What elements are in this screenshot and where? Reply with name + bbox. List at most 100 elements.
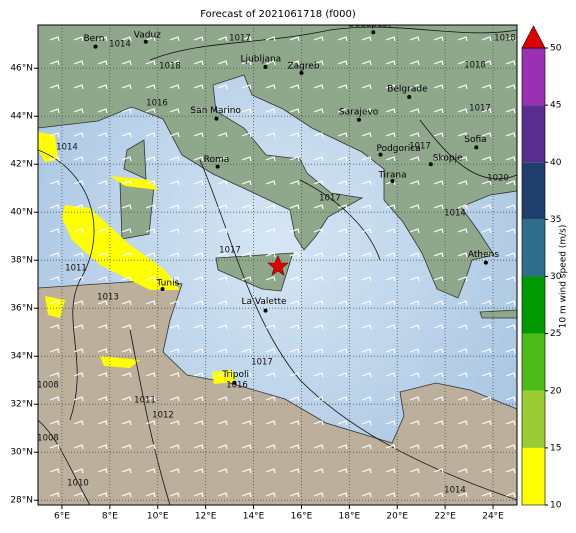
wind-barb [433, 276, 444, 282]
wind-barb [289, 276, 300, 282]
wind-barb [289, 180, 300, 186]
wind-barb [97, 60, 108, 66]
colorbar-tick-label: 15 [550, 443, 561, 453]
x-tick-label: 8°E [102, 512, 118, 522]
wind-barb [193, 420, 204, 426]
wind-barb [313, 36, 324, 42]
colorbar-label: 10 m wind speed (m/s) [559, 225, 569, 329]
wind-barb [457, 276, 468, 282]
city-label: Bern [83, 34, 104, 44]
wind-barb [217, 156, 228, 162]
wind-barb [73, 132, 84, 138]
wind-barb [193, 348, 204, 354]
isobars [38, 26, 517, 505]
wind-barb [193, 372, 204, 378]
isobar-labels: 1017 1014 1018 1016 1014 1011 1013 1017 1017 1017… [37, 34, 516, 496]
wind-barb [457, 492, 468, 498]
wind-barb [97, 228, 108, 234]
colorbar-segment [522, 105, 545, 163]
wind-barb [409, 420, 420, 426]
colorbar-segment [522, 333, 545, 391]
wind-barb [289, 60, 300, 66]
wind-barb [121, 180, 132, 186]
wind-barb [313, 156, 324, 162]
wind-barb [505, 396, 516, 402]
wind-barb [433, 228, 444, 234]
city-dot [263, 308, 268, 313]
city-dot [390, 179, 395, 183]
wind-barb [121, 468, 132, 474]
wind-barb [73, 300, 84, 306]
x-tick-label: 20°E [386, 512, 408, 522]
wind-barb [97, 372, 108, 378]
wind-barb [241, 324, 252, 330]
wind-barb [265, 36, 276, 42]
wind-barb [481, 492, 492, 498]
wind-barb [169, 252, 180, 258]
wind-barb [409, 396, 420, 402]
wind-barb [409, 60, 420, 66]
wind-barb [97, 252, 108, 258]
wind-barb [409, 108, 420, 114]
wind-barb [49, 420, 60, 426]
wind-barb [169, 204, 180, 210]
wind-barb [481, 300, 492, 306]
wind-barb [385, 204, 396, 210]
wind-barb [409, 132, 420, 138]
wind-barb [313, 84, 324, 90]
wind-barb [49, 492, 60, 498]
wind-barb [337, 156, 348, 162]
wind-barb [361, 156, 372, 162]
wind-barb [169, 300, 180, 306]
wind-barb [337, 180, 348, 186]
wind-barb [433, 36, 444, 42]
cities: Bern Vaduz Budapest Ljubljana Zagreb San Mari… [83, 25, 499, 385]
wind-barb [97, 348, 108, 354]
isobar-label: 1017 [219, 246, 241, 256]
isobar-label: 1014 [444, 209, 466, 219]
wind-barb [505, 252, 516, 258]
city-dot [143, 39, 148, 44]
colorbar-tick-label: 45 [550, 101, 561, 111]
wind-barb [193, 444, 204, 450]
wind-barb [361, 420, 372, 426]
title: Forecast of 2021061718 (f000) [200, 9, 356, 20]
wind-barb [97, 444, 108, 450]
wind-barb [145, 84, 156, 90]
wind-barb [337, 492, 348, 498]
wind-barb [193, 204, 204, 210]
wind-barb [145, 156, 156, 162]
isobar-label: 1008 [37, 434, 59, 444]
wind-barb [313, 300, 324, 306]
wind-barb [241, 36, 252, 42]
wind-barb [433, 324, 444, 330]
wind-barb [121, 132, 132, 138]
wind-barb [49, 300, 60, 306]
y-tick-label: 34°N [10, 352, 33, 362]
wind-barb [457, 204, 468, 210]
city-dot [214, 116, 219, 121]
city-label: Sofia [464, 135, 486, 145]
wind-barb [145, 36, 156, 42]
wind-barb [145, 60, 156, 66]
wind-barb [217, 420, 228, 426]
city-label: Tripoli [221, 370, 249, 380]
wind-barb [145, 420, 156, 426]
wind-barb [361, 180, 372, 186]
wind-barb [289, 492, 300, 498]
wind-barb [265, 204, 276, 210]
wind-barb [121, 444, 132, 450]
wind-barb [97, 108, 108, 114]
wind-barb [241, 396, 252, 402]
wind-barb [241, 108, 252, 114]
wind-barb [289, 444, 300, 450]
y-tick-label: 44°N [10, 112, 33, 122]
isobar-label: 1016 [146, 99, 168, 109]
colorbar-segment [522, 276, 545, 334]
city-label: Tirana [377, 171, 406, 181]
wind-barb [49, 156, 60, 162]
wind-barb [169, 36, 180, 42]
wind-barb [217, 204, 228, 210]
wind-barb [385, 444, 396, 450]
wind-barb [457, 36, 468, 42]
